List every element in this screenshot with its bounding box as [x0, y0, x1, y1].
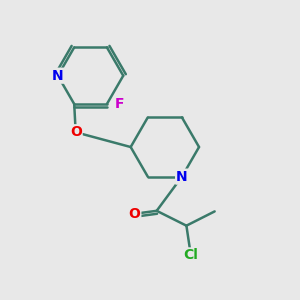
Text: N: N	[52, 69, 64, 83]
Text: F: F	[115, 97, 124, 111]
Text: O: O	[70, 125, 82, 139]
Text: Cl: Cl	[183, 248, 198, 262]
Text: N: N	[176, 169, 188, 184]
Text: O: O	[128, 207, 140, 221]
